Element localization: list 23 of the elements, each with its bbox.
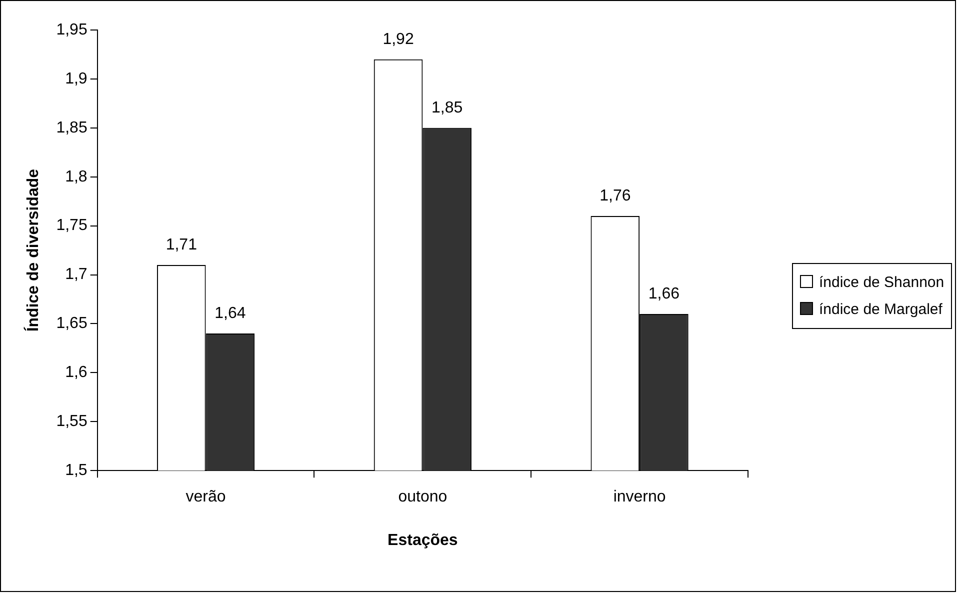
legend-label: índice de Margalef [819, 301, 942, 318]
y-tick-label: 1,5 [65, 462, 88, 480]
x-tick-label: verão [186, 488, 226, 506]
y-tick-label: 1,75 [56, 217, 88, 234]
y-tick-label: 1,7 [65, 266, 88, 284]
text: índice de Shannon [819, 274, 944, 291]
data-label: 1,85 [432, 99, 463, 116]
x-axis-title: Estações [388, 532, 458, 549]
y-tick-label: 1,9 [65, 70, 88, 88]
data-label: 1,71 [166, 236, 198, 254]
y-tick-label: 1,55 [56, 413, 88, 430]
x-tick-label: outono [398, 488, 448, 506]
y-tick-label: 1,65 [56, 315, 88, 332]
data-label: 1,92 [382, 30, 414, 48]
y-tick-label: 1,6 [65, 364, 88, 382]
y-tick-label: 1,8 [65, 168, 88, 186]
y-axis-title: Índice de diversidade [23, 168, 42, 332]
y-tick-label: 1,95 [56, 21, 88, 38]
y-tick-label: 1,85 [56, 119, 88, 136]
x-tick-label: inverno [613, 488, 666, 506]
data-label: 1,64 [214, 304, 246, 322]
data-label: 1,76 [600, 187, 631, 204]
data-label: 1,66 [648, 285, 680, 302]
